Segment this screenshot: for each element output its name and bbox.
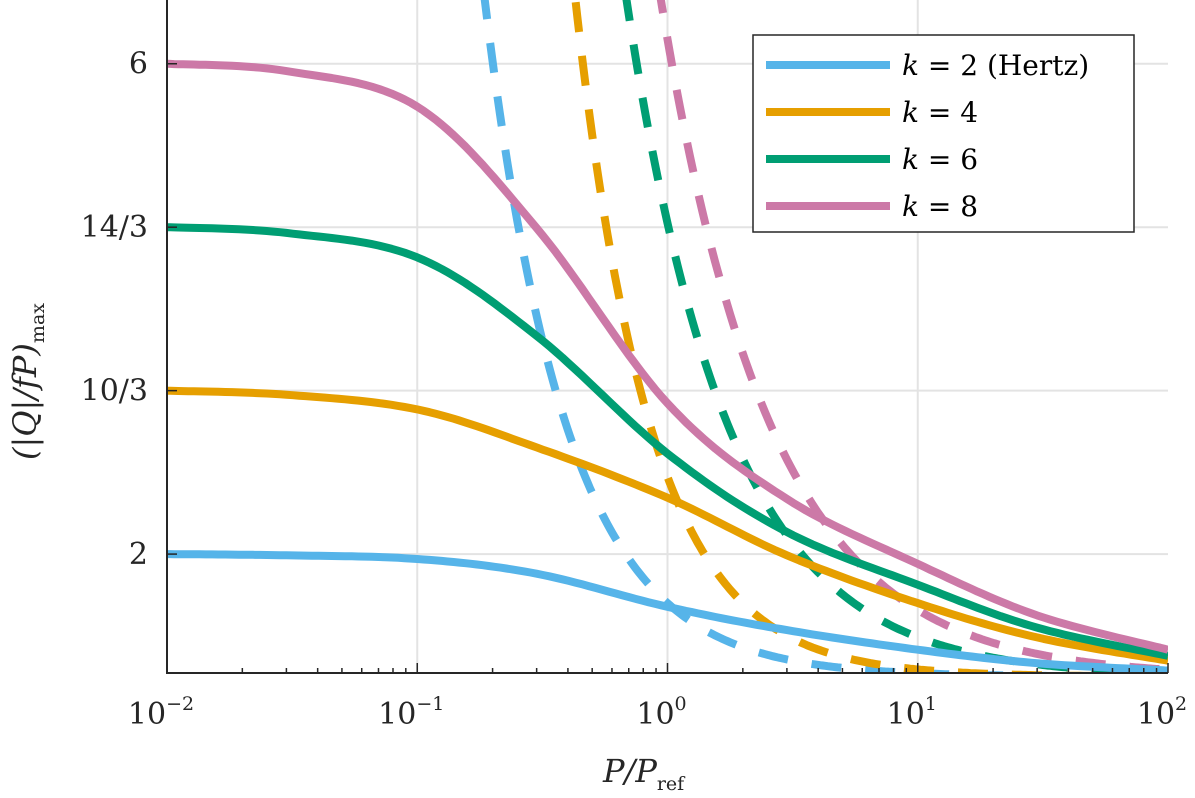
x-axis-label-sub: ref: [657, 773, 686, 795]
x-tick-label: 100: [636, 693, 686, 732]
series-dashed-line: [480, 0, 1168, 673]
series-dashed-line: [622, 0, 1168, 673]
plot-area: [167, 0, 1168, 673]
x-axis-label: P/Pref: [602, 752, 686, 795]
series-dashed-line: [571, 0, 1168, 673]
tick-labels: 10−2 10−1 100 101 102 2 10/3 14/3 6: [81, 47, 1188, 732]
y-tick-label: 6: [129, 47, 148, 82]
x-tick-label: 10−1: [378, 693, 444, 732]
legend-label: k = 4: [902, 96, 978, 129]
axes: [166, 0, 1169, 674]
y-tick-label: 2: [129, 537, 148, 572]
x-tick-label: 101: [887, 693, 937, 732]
series-line: [167, 59, 1168, 654]
legend: k = 2 (Hertz) k = 4 k = 6 k = 8: [752, 34, 1135, 233]
series-line: [167, 386, 1168, 665]
y-axis-label: (|Q|/fP)max: [6, 303, 49, 460]
legend-label: k = 6: [902, 143, 978, 176]
x-tick-label: 102: [1137, 693, 1187, 732]
series-line: [167, 223, 1168, 660]
y-axis-label-sub: max: [27, 303, 49, 343]
y-tick-label: 10/3: [81, 374, 148, 409]
x-tick-label: 10−2: [128, 693, 194, 732]
series-line: [167, 550, 1168, 673]
y-tick-label: 14/3: [81, 210, 148, 245]
legend-label: k = 8: [902, 190, 978, 223]
legend-label: k = 2 (Hertz): [902, 49, 1089, 82]
series-dashed-line: [656, 0, 1168, 673]
